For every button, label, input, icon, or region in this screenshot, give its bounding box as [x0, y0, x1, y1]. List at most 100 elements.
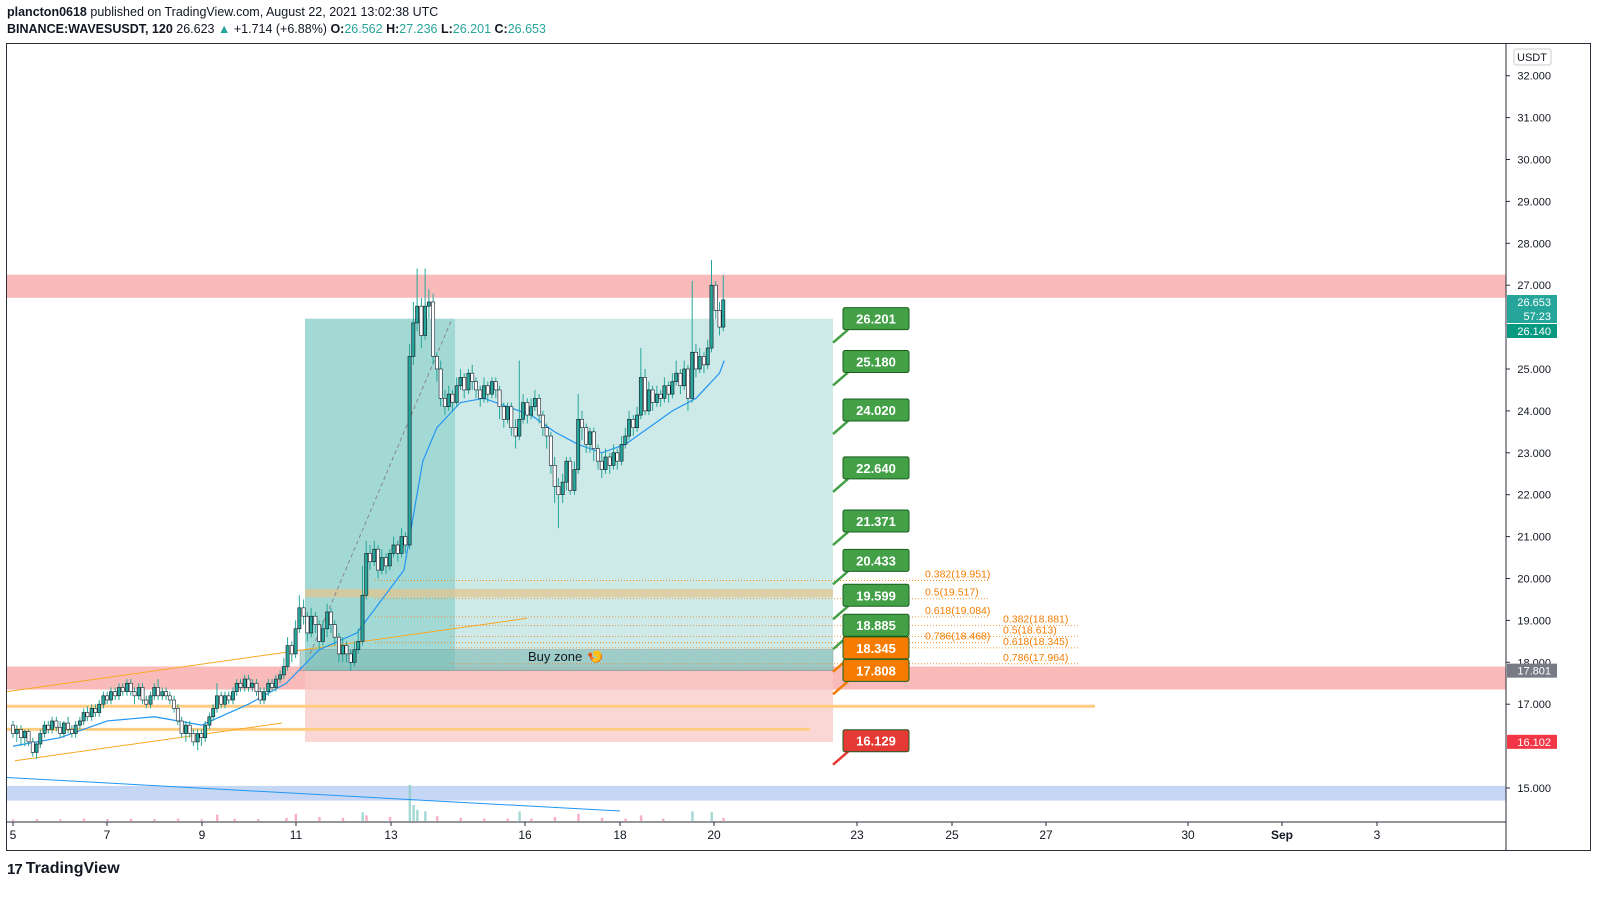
candle[interactable] [478, 385, 483, 407]
candle[interactable] [258, 687, 263, 705]
candle[interactable] [521, 394, 525, 424]
candle[interactable] [584, 423, 589, 453]
candle[interactable] [407, 343, 412, 550]
candle[interactable] [580, 410, 584, 441]
target-label[interactable]: 25.180 [832, 349, 910, 387]
candle[interactable] [450, 389, 455, 411]
candle[interactable] [85, 706, 90, 721]
target-label[interactable]: 19.599 [832, 583, 910, 621]
candle[interactable] [93, 704, 98, 717]
candle[interactable] [705, 339, 710, 369]
candle[interactable] [105, 691, 110, 705]
candle[interactable] [38, 729, 43, 749]
author-name[interactable]: plancton0618 [7, 5, 87, 19]
candle[interactable] [321, 620, 325, 646]
candle[interactable] [97, 700, 102, 717]
candle[interactable] [81, 708, 86, 726]
candle[interactable] [509, 402, 514, 437]
candle[interactable] [423, 268, 428, 340]
candle[interactable] [152, 683, 157, 701]
target-label[interactable]: 17.808 [832, 658, 910, 696]
candle[interactable] [46, 720, 51, 734]
target-label[interactable]: 24.020 [832, 398, 910, 436]
candle[interactable] [234, 679, 239, 696]
candle[interactable] [493, 377, 498, 399]
target-label[interactable]: 21.371 [832, 509, 910, 546]
candle[interactable] [399, 528, 404, 558]
candle[interactable] [485, 381, 490, 403]
candle[interactable] [694, 343, 698, 378]
candle[interactable] [713, 281, 718, 319]
candle[interactable] [497, 385, 502, 420]
candle[interactable] [167, 691, 172, 705]
candle[interactable] [544, 423, 549, 449]
candle[interactable] [223, 691, 227, 709]
candle[interactable] [144, 695, 149, 709]
candle[interactable] [109, 687, 113, 705]
candle[interactable] [376, 544, 380, 579]
candle[interactable] [678, 369, 683, 395]
candle[interactable] [658, 389, 663, 407]
candle[interactable] [387, 549, 392, 571]
candle[interactable] [643, 369, 647, 416]
candle[interactable] [682, 360, 687, 390]
candle[interactable] [532, 389, 537, 411]
candle[interactable] [702, 352, 706, 374]
candle[interactable] [344, 641, 349, 663]
candle[interactable] [273, 674, 278, 692]
candle[interactable] [30, 737, 35, 757]
candle[interactable] [607, 452, 612, 474]
candle[interactable] [454, 377, 459, 407]
candle[interactable] [395, 540, 400, 562]
candle[interactable] [537, 394, 542, 424]
candle[interactable] [113, 687, 118, 701]
candle[interactable] [101, 691, 106, 709]
candle[interactable] [250, 679, 255, 692]
candle[interactable] [576, 394, 581, 474]
candle[interactable] [501, 402, 506, 428]
candle[interactable] [564, 456, 569, 491]
candle[interactable] [646, 381, 651, 416]
candle[interactable] [482, 377, 486, 403]
candle[interactable] [348, 649, 353, 671]
candle[interactable] [117, 683, 121, 701]
candle[interactable] [199, 729, 204, 747]
candle[interactable] [281, 658, 286, 680]
candle[interactable] [466, 369, 471, 395]
candle[interactable] [654, 385, 659, 407]
candle[interactable] [631, 415, 636, 437]
candle[interactable] [128, 679, 133, 696]
candle[interactable] [638, 348, 643, 420]
trend-line-blue[interactable] [6, 777, 621, 812]
candle[interactable] [11, 720, 15, 738]
candle[interactable] [22, 729, 27, 747]
candle[interactable] [136, 683, 141, 701]
candle[interactable] [89, 704, 94, 721]
candle[interactable] [270, 679, 274, 692]
candle[interactable] [360, 565, 365, 646]
candle[interactable] [120, 683, 125, 696]
symbol-label[interactable]: BINANCE:WAVESUSDT, 120 [7, 22, 173, 36]
candle[interactable] [611, 444, 616, 470]
trend-line[interactable] [6, 617, 528, 693]
buy-zone[interactable] [299, 649, 834, 671]
candle[interactable] [615, 448, 620, 470]
candle[interactable] [690, 281, 695, 403]
candle[interactable] [603, 448, 608, 474]
candle[interactable] [254, 679, 259, 696]
candle[interactable] [474, 377, 478, 399]
candle[interactable] [140, 683, 145, 705]
tradingview-brand[interactable]: 17 TradingView [7, 860, 120, 878]
candle[interactable] [19, 725, 23, 747]
candle[interactable] [73, 720, 78, 738]
candle[interactable] [238, 679, 243, 692]
trend-line[interactable] [14, 722, 283, 762]
candle[interactable] [505, 402, 510, 424]
candle[interactable] [686, 364, 690, 411]
candle[interactable] [662, 377, 667, 403]
candle[interactable] [215, 683, 219, 713]
candle[interactable] [596, 444, 600, 470]
candle[interactable] [411, 301, 416, 365]
candle[interactable] [470, 364, 475, 390]
candle[interactable] [446, 385, 451, 411]
